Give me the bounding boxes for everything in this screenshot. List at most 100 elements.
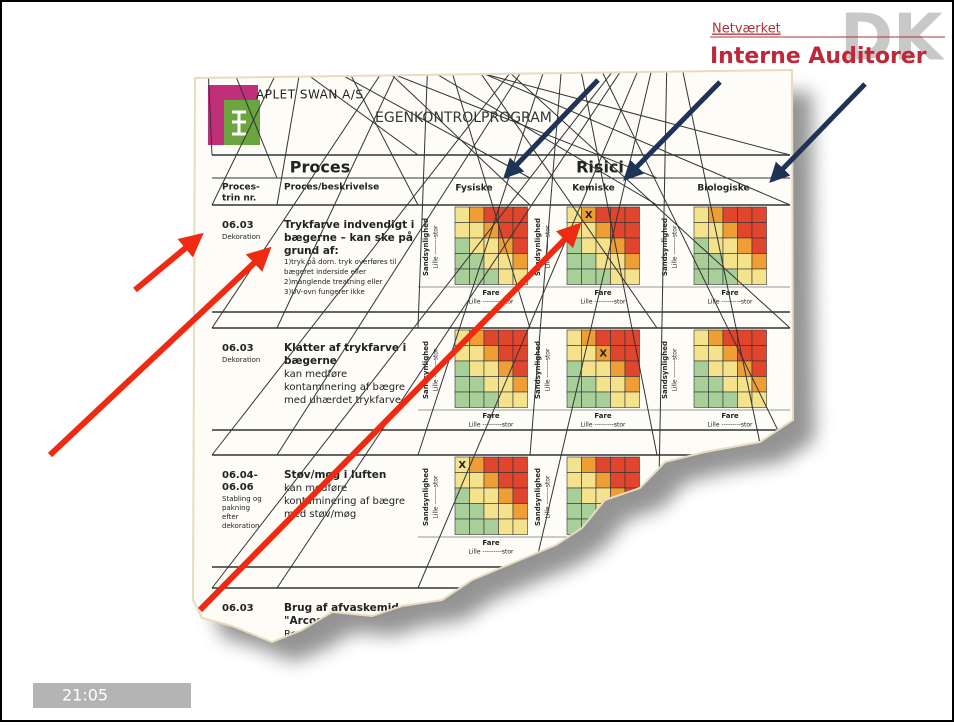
header-biological: Biologiske — [697, 184, 749, 194]
risk-cell — [624, 360, 640, 377]
process-description: 3)UV-ovn fungerer ikke — [284, 288, 365, 296]
risk-cell — [693, 329, 709, 346]
table-line — [211, 70, 313, 206]
risk-cell — [693, 376, 709, 393]
table-line — [276, 70, 669, 589]
x-axis-title: Fare — [721, 412, 739, 420]
risk-cell — [454, 376, 470, 393]
logo-big: Interne Auditorer — [710, 44, 927, 69]
risk-cell — [581, 456, 597, 473]
risk-cell — [722, 222, 738, 239]
step-number: 06.03 — [222, 220, 254, 231]
y-axis-title: Sandsynlighed — [422, 468, 430, 526]
risk-cell — [566, 345, 582, 362]
process-description: kontaminering af bægre — [284, 382, 405, 393]
risk-cell — [693, 268, 709, 285]
risk-cell — [708, 391, 724, 408]
x-axis-scale: Lille ---------stor — [468, 549, 514, 556]
table-line — [429, 70, 658, 329]
risk-cell — [454, 518, 470, 535]
risk-cell — [483, 518, 499, 535]
risk-cell — [454, 206, 470, 223]
risk-cell — [512, 329, 528, 346]
risk-cell — [581, 360, 597, 377]
risk-cell — [737, 237, 753, 254]
risk-cell — [595, 222, 611, 239]
risk-cell — [610, 376, 626, 393]
risk-cell — [581, 472, 597, 489]
risk-cell — [708, 345, 724, 362]
risk-cell — [595, 376, 611, 393]
process-description: 1)tryk på dorn. tryk overføres til — [284, 257, 397, 266]
risk-cell — [483, 487, 499, 504]
risk-cell — [693, 391, 709, 408]
process-title: grund af: — [284, 245, 339, 257]
risk-cell — [469, 472, 485, 489]
risk-cell — [610, 237, 626, 254]
risk-cell — [610, 391, 626, 408]
risk-cell — [469, 503, 485, 520]
process-title: bægerne — [284, 355, 337, 367]
risk-cell — [624, 253, 640, 270]
table-line — [311, 70, 419, 206]
risk-cell — [469, 206, 485, 223]
risk-cell — [512, 237, 528, 254]
table-line — [204, 70, 531, 179]
risk-cell — [498, 456, 514, 473]
risk-cell — [483, 472, 499, 489]
risk-mark: X — [458, 460, 466, 471]
risk-cell — [566, 487, 582, 504]
risk-cell — [581, 253, 597, 270]
risk-cell — [498, 487, 514, 504]
logo-small: Netværket — [712, 22, 781, 37]
table-line — [429, 70, 531, 329]
table-line — [276, 70, 313, 206]
risk-cell — [454, 237, 470, 254]
header-process: Proces — [290, 158, 350, 177]
risk-cell — [483, 329, 499, 346]
risk-cell — [512, 391, 528, 408]
risk-cell — [512, 360, 528, 377]
risk-cell — [469, 518, 485, 535]
table-line — [204, 70, 419, 156]
y-axis-scale: Lille --------stor — [545, 225, 552, 268]
risk-cell — [512, 518, 528, 535]
risk-cell — [498, 268, 514, 285]
y-axis-scale: Lille --------stor — [433, 225, 440, 268]
risk-cell — [469, 456, 485, 473]
risk-cell — [624, 472, 640, 489]
header-step: trin nr. — [222, 194, 256, 204]
x-axis-scale: Lille ---------stor — [707, 422, 753, 429]
risk-cell — [751, 222, 767, 239]
process-description: med støv/møg — [284, 509, 356, 520]
table-line — [204, 70, 791, 156]
table-line — [417, 70, 669, 589]
table-line — [211, 70, 669, 589]
step-number: 06.06 — [222, 482, 254, 493]
y-axis-scale: Lille --------stor — [545, 348, 552, 391]
table-line — [276, 70, 568, 456]
arrow — [769, 82, 867, 183]
risk-cell — [483, 345, 499, 362]
y-axis-scale: Lille --------stor — [672, 348, 679, 391]
risk-cell — [566, 503, 582, 520]
slide-number: 21:05 — [62, 686, 108, 705]
risk-cell — [566, 268, 582, 285]
risk-cell — [595, 456, 611, 473]
risk-cell — [512, 253, 528, 270]
risk-cell — [566, 472, 582, 489]
risk-cell — [454, 391, 470, 408]
risk-cell — [722, 206, 738, 223]
risk-cell — [454, 503, 470, 520]
risk-cell — [624, 206, 640, 223]
risk-cell — [693, 253, 709, 270]
risk-cell — [483, 360, 499, 377]
risk-cell — [566, 329, 582, 346]
risk-cell — [483, 391, 499, 408]
risk-cell — [483, 503, 499, 520]
risk-cell — [624, 222, 640, 239]
risk-cell — [581, 487, 597, 504]
risk-cell — [737, 376, 753, 393]
process-title: Trykfarve indvendigt i — [284, 219, 414, 231]
